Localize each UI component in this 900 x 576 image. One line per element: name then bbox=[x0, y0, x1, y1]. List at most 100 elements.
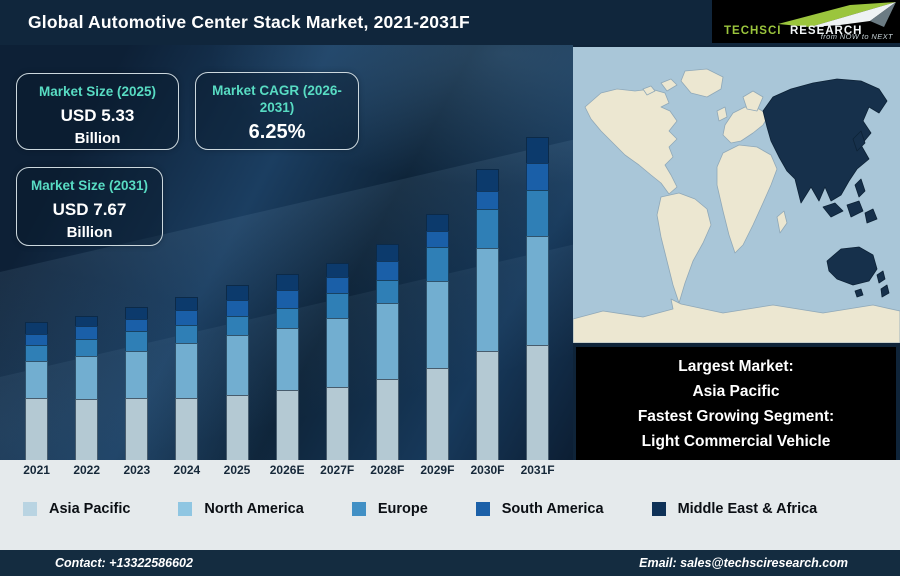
bar-segment bbox=[375, 244, 399, 261]
legend-swatch-icon bbox=[651, 502, 666, 516]
market-size-2031-unit: Billion bbox=[66, 224, 113, 241]
market-cagr-value: 6.25% bbox=[248, 121, 306, 143]
bar-2021 bbox=[25, 322, 49, 460]
bar-segment bbox=[476, 191, 499, 209]
bar-segment bbox=[425, 368, 449, 460]
bar-segment bbox=[25, 398, 49, 460]
bar-2030F bbox=[476, 169, 499, 460]
bar-segment bbox=[125, 307, 149, 319]
highlight-box: Largest Market: Asia Pacific Fastest Gro… bbox=[576, 347, 896, 460]
bar-segment bbox=[225, 300, 249, 316]
axis-label-year: 2021 bbox=[23, 463, 50, 477]
axis-label-year: 2024 bbox=[173, 463, 201, 477]
bar-segment bbox=[526, 163, 550, 190]
logo-arrow-icon bbox=[778, 2, 896, 27]
legend-item: Middle East & Africa bbox=[651, 501, 818, 517]
bar-segment bbox=[526, 137, 550, 163]
axis-label-year: 2027F bbox=[320, 463, 355, 477]
contact-text: Contact: +13322586602 bbox=[55, 556, 193, 570]
axis-label-year: 2029F bbox=[420, 463, 455, 477]
bar-segment bbox=[375, 280, 399, 303]
bar-segment bbox=[275, 274, 299, 290]
market-size-2031-value: USD 7.67 bbox=[52, 200, 127, 219]
chart-area: Market Size (2025) USD 5.33 Billion Mark… bbox=[0, 45, 573, 460]
bar-segment bbox=[325, 263, 349, 277]
axis-label-year: 2022 bbox=[73, 463, 101, 477]
bar-segment bbox=[25, 361, 49, 398]
logo-tagline: from NOW to NEXT bbox=[820, 32, 893, 41]
bar-2025 bbox=[225, 285, 249, 460]
axis-label-year: 2031F bbox=[520, 463, 555, 477]
legend-swatch-icon bbox=[475, 502, 490, 516]
bar-segment bbox=[375, 261, 399, 280]
bar-segment bbox=[225, 285, 249, 300]
bar-segment bbox=[275, 390, 299, 460]
bar-segment bbox=[175, 310, 199, 325]
bar-segment bbox=[476, 248, 499, 351]
world-map bbox=[572, 47, 900, 344]
world-map-svg bbox=[572, 47, 900, 344]
market-size-2031-label: Market Size (2031) bbox=[30, 178, 149, 193]
bar-segment bbox=[526, 236, 550, 345]
bar-segment bbox=[325, 293, 349, 318]
bar-segment bbox=[125, 398, 149, 460]
bar-segment bbox=[125, 331, 149, 351]
bar-segment bbox=[25, 322, 49, 334]
market-size-2025-box: Market Size (2025) USD 5.33 Billion bbox=[16, 73, 179, 150]
market-size-2025-unit: Billion bbox=[74, 130, 121, 147]
bar-segment bbox=[225, 316, 249, 335]
logo-wordmark: TECHSCI RESEARCH bbox=[724, 21, 862, 39]
legend-item: South America bbox=[475, 501, 604, 517]
axis-label-year: 2023 bbox=[123, 463, 151, 477]
legend-item: North America bbox=[178, 501, 304, 517]
bar-segment bbox=[175, 297, 199, 310]
bar-segment bbox=[275, 328, 299, 390]
bar-segment bbox=[75, 326, 99, 339]
bar-segment bbox=[175, 343, 199, 398]
legend-label: North America bbox=[204, 501, 304, 517]
bar-segment bbox=[526, 345, 550, 460]
bar-segment bbox=[25, 345, 49, 361]
bar-2028F bbox=[375, 244, 399, 460]
legend-label: Middle East & Africa bbox=[677, 501, 818, 517]
fastest-segment-label: Fastest Growing Segment: bbox=[637, 408, 835, 425]
bar-segment bbox=[125, 351, 149, 398]
bar-2023 bbox=[125, 307, 149, 460]
legend-label: South America bbox=[501, 501, 604, 517]
bar-2029F bbox=[425, 214, 449, 460]
logo-brand-research: RESEARCH bbox=[789, 25, 863, 37]
market-size-2025-label: Market Size (2025) bbox=[38, 84, 157, 99]
footer-bar: Contact: +13322586602 Email: sales@techs… bbox=[0, 550, 900, 576]
bar-2031F bbox=[526, 137, 550, 460]
chart-legend: Asia Pacific North America Europe South Ame… bbox=[23, 501, 817, 517]
bar-segment bbox=[225, 395, 249, 460]
bar-segment bbox=[425, 214, 449, 231]
bar-segment bbox=[275, 308, 299, 328]
bar-2022 bbox=[75, 316, 99, 460]
title-bar: Global Automotive Center Stack Market, 2… bbox=[0, 0, 900, 45]
legend-swatch-icon bbox=[351, 502, 366, 516]
axis-label-year: 2028F bbox=[370, 463, 405, 477]
bar-2027F bbox=[325, 263, 349, 460]
bar-2026E bbox=[275, 274, 299, 460]
bar-segment bbox=[476, 169, 499, 191]
market-size-2031-box: Market Size (2031) USD 7.67 Billion bbox=[16, 167, 163, 246]
logo-brand-techsci: TECHSCI bbox=[724, 25, 782, 37]
legend-swatch-icon bbox=[23, 502, 37, 516]
bar-segment bbox=[225, 335, 249, 395]
largest-market-value: Asia Pacific bbox=[692, 383, 780, 400]
bar-segment bbox=[476, 209, 499, 248]
legend-label: Europe bbox=[377, 501, 428, 517]
axis-label-year: 2030F bbox=[470, 463, 505, 477]
legend-item: Asia Pacific bbox=[23, 501, 130, 517]
axis-label-year: 2025 bbox=[223, 463, 251, 477]
market-cagr-box: Market CAGR (2026-2031) 6.25% bbox=[195, 72, 359, 150]
market-cagr-label: Market CAGR (2026-2031) bbox=[212, 83, 342, 115]
bar-segment bbox=[375, 379, 399, 460]
bar-segment bbox=[175, 398, 199, 460]
bar-segment bbox=[526, 190, 550, 236]
market-size-2025-value: USD 5.33 bbox=[60, 106, 135, 125]
bar-segment bbox=[75, 339, 99, 356]
fastest-segment-value: Light Commercial Vehicle bbox=[641, 433, 831, 450]
